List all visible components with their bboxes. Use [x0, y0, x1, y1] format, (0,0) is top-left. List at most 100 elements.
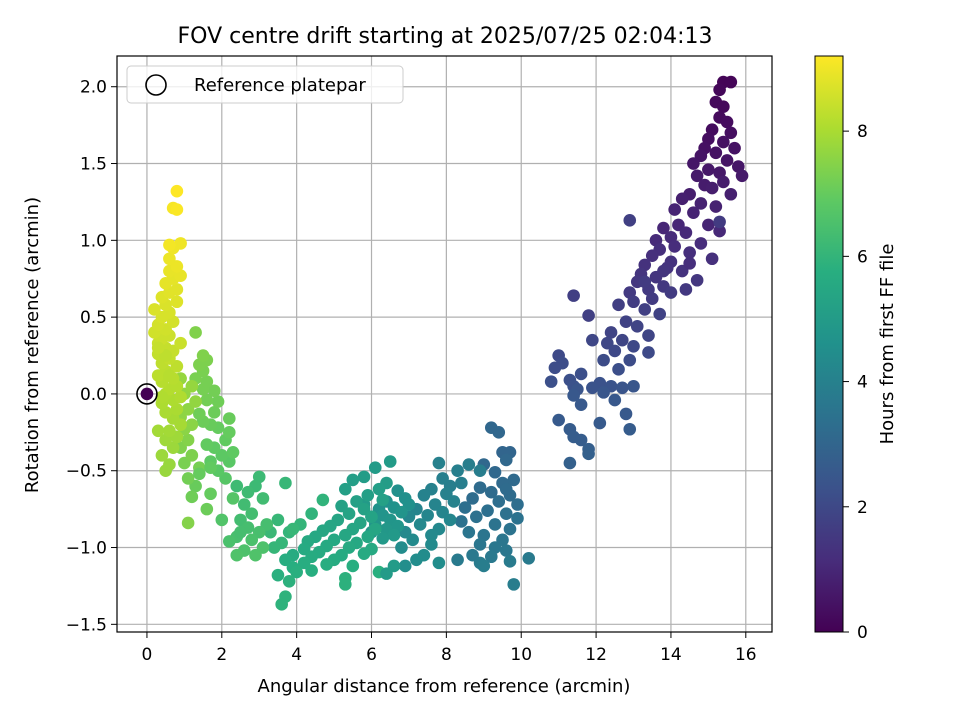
data-point — [492, 495, 506, 508]
data-point — [339, 578, 352, 591]
data-point — [690, 169, 704, 183]
data-point — [357, 547, 371, 560]
data-point — [630, 320, 644, 333]
data-point — [623, 353, 637, 367]
data-point — [612, 363, 625, 376]
data-point — [582, 309, 595, 322]
data-point — [282, 575, 296, 588]
data-point — [477, 559, 491, 573]
colorbar-tick-label: 2 — [857, 498, 868, 518]
data-point — [148, 303, 161, 316]
data-point — [638, 275, 652, 289]
data-point — [421, 508, 434, 522]
data-point — [586, 381, 599, 395]
data-point — [582, 447, 595, 461]
data-point — [567, 289, 580, 302]
data-point — [615, 333, 629, 347]
data-point — [151, 424, 165, 438]
data-point — [728, 141, 741, 155]
data-point — [189, 326, 202, 339]
x-tick-label: 8 — [441, 645, 452, 665]
data-point — [380, 567, 393, 580]
data-point — [443, 513, 457, 527]
legend-label: Reference platepar — [194, 75, 366, 96]
data-point — [174, 237, 187, 250]
data-point — [245, 507, 259, 521]
data-point — [679, 226, 693, 239]
reference-marker — [136, 383, 158, 405]
data-point — [735, 169, 749, 183]
data-point — [193, 407, 206, 421]
data-point — [204, 461, 217, 474]
data-point — [713, 224, 726, 238]
data-point — [619, 315, 633, 329]
data-point — [170, 295, 184, 309]
data-point — [170, 203, 184, 216]
data-point — [705, 252, 719, 266]
data-point — [462, 525, 476, 539]
data-point — [687, 206, 700, 219]
x-tick-label: 12 — [585, 645, 607, 665]
data-point — [249, 548, 262, 562]
data-point — [361, 488, 375, 502]
data-point — [705, 181, 719, 195]
data-point — [222, 426, 236, 439]
data-point — [376, 532, 390, 545]
data-point — [713, 83, 726, 97]
data-point — [638, 303, 652, 316]
data-point — [181, 472, 195, 485]
colorbar — [814, 55, 844, 633]
data-point — [316, 493, 330, 507]
data-point — [208, 384, 221, 398]
data-point — [690, 273, 704, 287]
data-point — [361, 530, 375, 544]
data-point — [645, 292, 659, 305]
data-point — [275, 598, 288, 611]
data-point — [694, 237, 708, 250]
data-point — [466, 492, 479, 505]
data-point — [717, 135, 730, 149]
data-point — [488, 518, 502, 531]
data-point — [395, 541, 408, 554]
x-tick-label: 0 — [142, 645, 153, 665]
data-point — [406, 533, 419, 547]
data-point — [615, 381, 629, 395]
data-point — [574, 367, 588, 381]
data-point — [170, 184, 184, 198]
data-point — [499, 453, 513, 467]
data-point — [597, 386, 610, 399]
data-point — [724, 75, 738, 89]
data-point — [447, 495, 461, 508]
y-axis-label: Rotation from reference (arcmin) — [22, 197, 43, 493]
data-point — [702, 163, 715, 176]
data-point — [484, 485, 498, 499]
data-point — [574, 398, 588, 411]
legend-marker — [145, 74, 167, 96]
data-point — [226, 445, 240, 459]
data-point — [226, 492, 240, 505]
data-point — [383, 455, 397, 468]
data-point — [675, 192, 689, 206]
data-point — [196, 349, 210, 362]
data-point — [499, 507, 513, 521]
data-point — [683, 257, 696, 270]
data-point — [200, 438, 214, 451]
data-point — [163, 238, 176, 252]
data-point — [473, 464, 487, 478]
data-point — [668, 203, 681, 216]
data-point — [627, 295, 640, 309]
plot-frame — [116, 55, 773, 633]
data-point — [657, 264, 670, 278]
data-point — [151, 341, 165, 355]
colorbar-ticks: 0 2 4 6 8 — [843, 122, 868, 643]
legend: Reference platepar — [126, 65, 404, 104]
data-point — [368, 461, 382, 474]
data-point — [357, 470, 371, 484]
data-point — [627, 379, 640, 393]
data-point — [548, 361, 562, 375]
data-point — [503, 522, 517, 536]
data-point — [702, 218, 715, 232]
data-point — [387, 528, 401, 542]
data-point — [237, 498, 251, 511]
data-point — [234, 525, 247, 539]
